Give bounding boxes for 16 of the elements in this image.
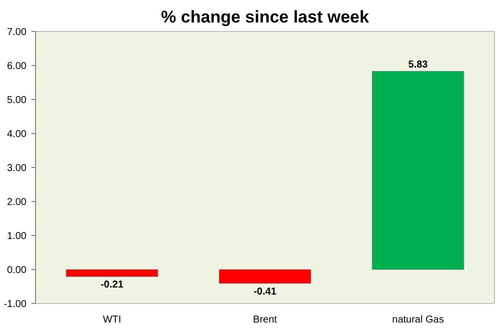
- y-tick-label: 2.00: [7, 197, 27, 208]
- y-tick-label: 4.00: [7, 129, 27, 140]
- y-tick-label: -1.00: [4, 299, 27, 310]
- x-tick-label: WTI: [102, 314, 122, 326]
- y-tick-label: 7.00: [7, 27, 27, 38]
- y-tick-label: 0.00: [7, 265, 27, 276]
- y-tick-label: 5.00: [7, 95, 27, 106]
- y-tick-label: 1.00: [7, 231, 27, 242]
- data-label: 5.83: [408, 59, 428, 70]
- x-tick-label: Brent: [253, 314, 278, 326]
- data-label: -0.21: [100, 280, 124, 291]
- y-tick-label: 3.00: [7, 163, 27, 174]
- data-label: -0.41: [254, 286, 277, 298]
- y-tick-label: 6.00: [7, 61, 27, 72]
- x-tick-label: natural Gas: [392, 314, 444, 326]
- chart-title: % change since last week: [161, 8, 370, 26]
